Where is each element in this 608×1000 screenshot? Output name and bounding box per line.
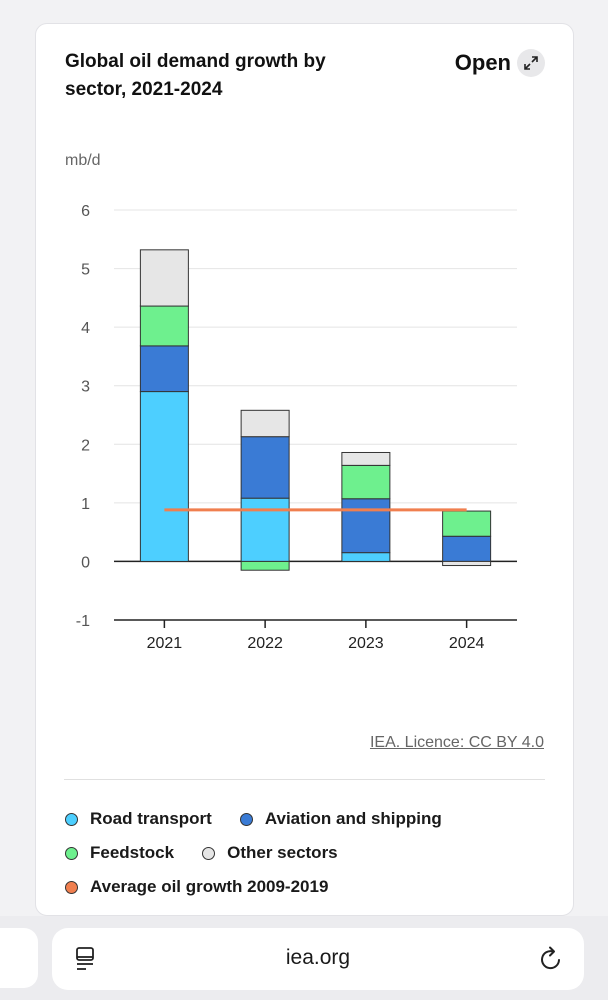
y-tick-label: 6 <box>81 203 90 220</box>
bar-segment <box>139 391 189 562</box>
licence-link[interactable]: IEA. Licence: CC BY 4.0 <box>369 734 544 751</box>
bar-segment <box>139 345 189 393</box>
bar-segment <box>240 560 290 571</box>
y-tick-label: 4 <box>81 320 90 337</box>
divider <box>64 779 545 780</box>
legend-label: Average oil growth 2009-2019 <box>90 877 329 896</box>
reload-icon[interactable] <box>538 945 564 978</box>
bar-segment <box>240 497 290 562</box>
bar-chart: mb/d 6 5 4 3 2 1 0 -1 2021 2022 2023 2024 <box>65 152 517 652</box>
bar-segment <box>240 409 290 438</box>
y-tick-label: -1 <box>76 613 90 630</box>
legend-row: Average oil growth 2009-2019 <box>65 870 545 904</box>
legend: Road transport Aviation and shipping Fee… <box>65 802 545 904</box>
tab-stub[interactable] <box>0 928 38 988</box>
open-button[interactable]: Open <box>455 49 545 77</box>
y-tick-label: 5 <box>81 262 90 279</box>
bar-segment <box>442 560 492 567</box>
chart-title: Global oil demand growth by sector, 2021… <box>65 51 326 100</box>
reader-mode-icon[interactable] <box>74 946 98 977</box>
y-axis-unit: mb/d <box>65 152 101 169</box>
legend-row: Feedstock Other sectors <box>65 836 545 870</box>
bar-segment <box>240 436 290 499</box>
x-tick-label: 2023 <box>348 635 384 652</box>
legend-swatch <box>65 880 78 894</box>
legend-row: Road transport Aviation and shipping <box>65 802 545 836</box>
legend-label: Road transport <box>90 809 212 828</box>
legend-item-road-transport[interactable]: Road transport <box>65 809 212 829</box>
y-tick-label: 0 <box>81 554 90 571</box>
legend-item-aviation-shipping[interactable]: Aviation and shipping <box>239 809 442 829</box>
legend-label: Feedstock <box>90 843 175 862</box>
legend-label: Other sectors <box>227 843 338 862</box>
bar-segment <box>341 552 391 562</box>
open-label: Open <box>454 50 511 75</box>
x-tick-label: 2021 <box>147 635 183 652</box>
legend-label: Aviation and shipping <box>264 809 442 828</box>
y-tick-label: 2 <box>81 437 90 454</box>
x-tick-label: 2024 <box>449 635 485 652</box>
legend-swatch <box>65 846 78 860</box>
bar-segment <box>139 249 189 307</box>
x-tick-label: 2022 <box>247 635 283 652</box>
bar-segment <box>442 510 492 537</box>
bar-segment <box>139 305 189 347</box>
bar-segment <box>341 498 391 554</box>
expand-icon <box>517 49 545 77</box>
chart-card: Global oil demand growth by sector, 2021… <box>35 23 574 916</box>
bar-segment <box>341 464 391 500</box>
browser-toolbar: iea.org <box>0 916 608 1000</box>
legend-item-average-growth[interactable]: Average oil growth 2009-2019 <box>65 877 328 897</box>
address-bar[interactable]: iea.org <box>52 928 584 990</box>
url-text: iea.org <box>285 946 351 969</box>
legend-swatch <box>202 846 216 860</box>
legend-item-other-sectors[interactable]: Other sectors <box>202 843 338 863</box>
bar-segment <box>341 451 391 466</box>
legend-item-feedstock[interactable]: Feedstock <box>65 843 174 863</box>
legend-swatch <box>239 812 253 826</box>
y-tick-label: 1 <box>81 496 90 513</box>
bar-segment <box>442 535 492 562</box>
legend-swatch <box>65 812 78 826</box>
y-tick-label: 3 <box>81 379 90 396</box>
